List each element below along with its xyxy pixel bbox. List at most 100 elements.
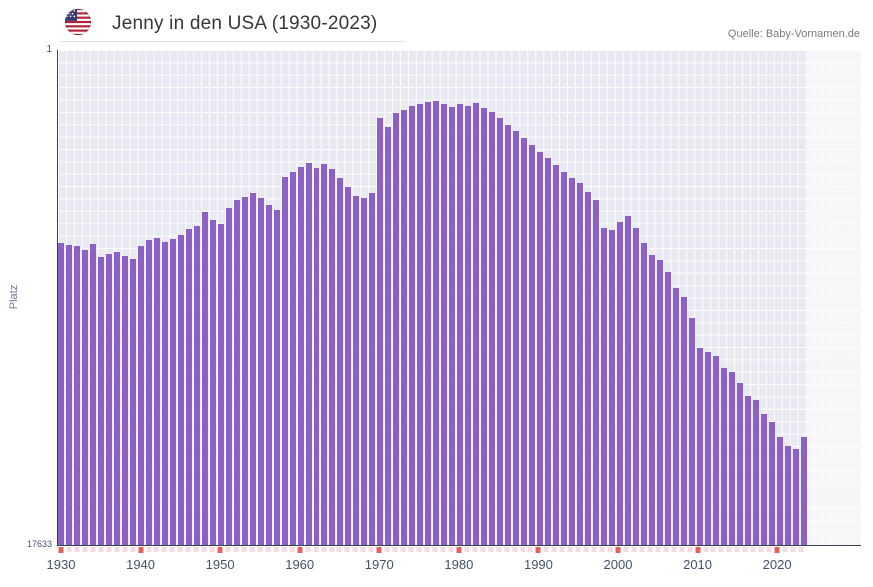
bar-1984[interactable] — [489, 112, 496, 545]
bar-1943[interactable] — [161, 242, 168, 545]
bar-1930[interactable] — [58, 243, 64, 545]
bar-1988[interactable] — [521, 138, 528, 545]
bar-1947[interactable] — [193, 226, 200, 545]
bar-1952[interactable] — [233, 199, 240, 545]
bar-1936[interactable] — [105, 254, 112, 545]
bar-1931[interactable] — [65, 245, 72, 545]
bar-2022[interactable] — [792, 448, 799, 545]
bar-2006[interactable] — [664, 272, 671, 545]
bar-2002[interactable] — [632, 227, 639, 545]
bar-1955[interactable] — [257, 197, 264, 545]
bar-1987[interactable] — [513, 131, 520, 545]
bar-1973[interactable] — [401, 110, 408, 545]
bar-2000[interactable] — [616, 222, 623, 545]
bar-1938[interactable] — [121, 256, 128, 545]
bar-1948[interactable] — [201, 211, 208, 545]
bar-1983[interactable] — [481, 108, 488, 545]
year-tick-1964 — [329, 547, 335, 552]
bar-1975[interactable] — [417, 103, 424, 545]
bar-2011[interactable] — [704, 352, 711, 545]
bar-2020[interactable] — [776, 436, 783, 545]
bar-1985[interactable] — [497, 117, 504, 545]
bar-1965[interactable] — [337, 178, 344, 545]
bar-1981[interactable] — [465, 106, 472, 545]
bar-2008[interactable] — [680, 297, 687, 545]
bar-1978[interactable] — [441, 103, 448, 545]
bar-2010[interactable] — [696, 347, 703, 545]
year-tick-2021 — [782, 547, 788, 552]
bar-2016[interactable] — [744, 395, 751, 545]
bar-1944[interactable] — [169, 238, 176, 545]
bar-1969[interactable] — [369, 192, 376, 545]
bar-1979[interactable] — [449, 106, 456, 545]
bar-1954[interactable] — [249, 192, 256, 545]
bar-1940[interactable] — [137, 245, 144, 545]
year-tick-1976 — [424, 547, 430, 552]
bar-1932[interactable] — [73, 245, 80, 545]
bar-1998[interactable] — [600, 227, 607, 545]
bar-1986[interactable] — [505, 124, 512, 545]
bar-1995[interactable] — [576, 183, 583, 545]
bar-1962[interactable] — [313, 167, 320, 545]
bar-1963[interactable] — [321, 163, 328, 545]
bar-1976[interactable] — [425, 101, 432, 545]
bar-1968[interactable] — [361, 197, 368, 545]
bar-1957[interactable] — [273, 210, 280, 545]
bar-1970[interactable] — [377, 117, 384, 545]
bar-1941[interactable] — [145, 240, 152, 545]
bar-2005[interactable] — [656, 259, 663, 545]
bar-1972[interactable] — [393, 112, 400, 545]
bar-1999[interactable] — [608, 229, 615, 545]
bar-1974[interactable] — [409, 106, 416, 545]
bar-2009[interactable] — [688, 318, 695, 545]
bar-2018[interactable] — [760, 414, 767, 545]
bar-1956[interactable] — [265, 204, 272, 545]
bar-1992[interactable] — [553, 165, 560, 545]
bar-2013[interactable] — [720, 368, 727, 545]
bar-1997[interactable] — [592, 199, 599, 545]
bar-1961[interactable] — [305, 163, 312, 545]
bar-1980[interactable] — [457, 103, 464, 545]
bar-1950[interactable] — [217, 224, 224, 545]
bar-1977[interactable] — [433, 101, 440, 545]
bar-1935[interactable] — [97, 256, 104, 545]
bar-1991[interactable] — [545, 158, 552, 545]
bar-1953[interactable] — [241, 197, 248, 545]
bar-2012[interactable] — [712, 355, 719, 545]
bar-2021[interactable] — [784, 445, 791, 545]
bar-1958[interactable] — [281, 176, 288, 545]
bar-1939[interactable] — [129, 258, 136, 545]
bar-2015[interactable] — [736, 382, 743, 545]
year-tick-1942 — [153, 547, 159, 552]
bar-1960[interactable] — [297, 167, 304, 545]
bar-2007[interactable] — [672, 288, 679, 545]
bar-1982[interactable] — [473, 103, 480, 545]
bar-1993[interactable] — [561, 172, 567, 545]
bar-1946[interactable] — [185, 229, 192, 545]
bar-2019[interactable] — [768, 421, 775, 545]
bar-1990[interactable] — [537, 151, 544, 545]
bar-1951[interactable] — [225, 208, 232, 545]
bar-2004[interactable] — [648, 254, 655, 545]
bar-1959[interactable] — [289, 172, 296, 545]
bar-2014[interactable] — [728, 371, 735, 545]
bar-1989[interactable] — [529, 144, 536, 545]
bar-1964[interactable] — [329, 169, 336, 545]
bar-1945[interactable] — [177, 234, 184, 545]
bar-1942[interactable] — [153, 238, 160, 545]
bar-2017[interactable] — [752, 400, 759, 545]
bar-2001[interactable] — [624, 215, 631, 545]
bar-1996[interactable] — [584, 192, 591, 545]
bar-2023[interactable] — [800, 436, 807, 545]
bar-1967[interactable] — [353, 195, 360, 545]
bar-1933[interactable] — [81, 249, 88, 545]
bar-1994[interactable] — [569, 178, 575, 545]
bar-1949[interactable] — [209, 220, 216, 545]
bar-1934[interactable] — [89, 243, 96, 545]
bar-2003[interactable] — [640, 243, 647, 545]
bar-1937[interactable] — [113, 252, 120, 545]
year-tick-2018 — [758, 547, 764, 552]
year-tick-1992 — [551, 547, 557, 552]
bar-1971[interactable] — [385, 126, 392, 545]
bar-1966[interactable] — [345, 186, 352, 545]
